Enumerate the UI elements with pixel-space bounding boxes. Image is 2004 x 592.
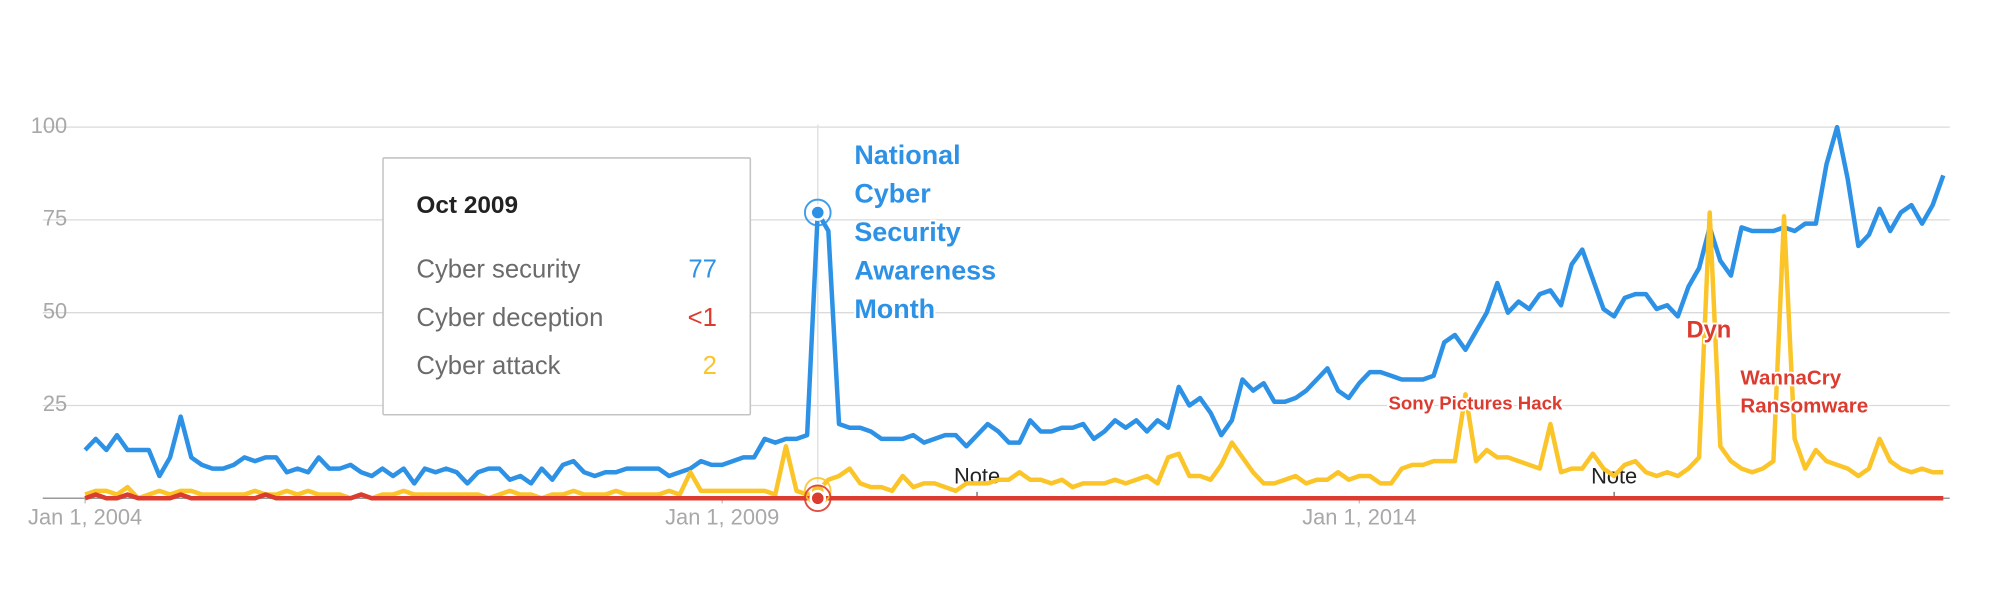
y-tick-label: 100 — [31, 113, 67, 138]
tooltip-value: <1 — [688, 304, 717, 332]
y-tick-label: 50 — [43, 298, 67, 323]
tooltip-title: Oct 2009 — [416, 192, 518, 219]
annotation: Dyn — [1686, 317, 1731, 344]
x-tick-label: Jan 1, 2014 — [1302, 505, 1416, 530]
annotation: Cyber — [854, 178, 931, 208]
tooltip-value: 2 — [703, 352, 717, 380]
annotation: National — [854, 140, 960, 170]
annotation: WannaCry — [1740, 366, 1841, 389]
x-tick-label: Jan 1, 2004 — [28, 505, 142, 530]
hover-point — [809, 204, 827, 221]
series-line — [84, 492, 1944, 501]
y-tick-label: 75 — [43, 206, 67, 231]
annotation: Security — [854, 217, 960, 247]
y-tick-label: 25 — [43, 391, 67, 416]
series-line — [84, 210, 1944, 501]
x-tick-label: Jan 1, 2009 — [665, 505, 779, 530]
hover-halo — [803, 198, 832, 227]
tooltip-name: Cyber deception — [416, 304, 603, 332]
tooltip-box — [382, 157, 752, 416]
hover-halo — [803, 484, 832, 513]
hover-point — [809, 489, 827, 507]
annotation: Month — [854, 294, 935, 324]
annotation: Sony Pictures Hack — [1389, 392, 1563, 413]
annotation: Ransomware — [1740, 395, 1868, 418]
series-line — [83, 124, 1946, 486]
tooltip-name: Cyber attack — [416, 352, 560, 380]
tooltip-name: Cyber security — [416, 256, 580, 284]
annotation: Awareness — [854, 255, 996, 285]
tooltip-value: 77 — [688, 256, 717, 284]
